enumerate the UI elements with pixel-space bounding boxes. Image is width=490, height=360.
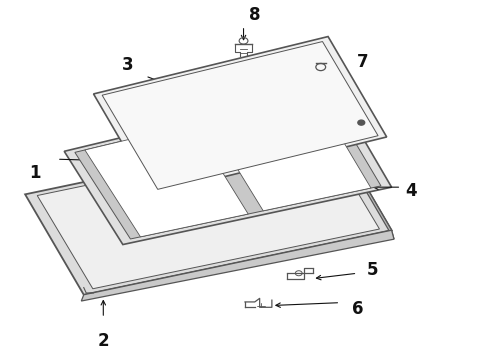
Text: 1: 1 (29, 164, 41, 182)
Polygon shape (75, 93, 381, 239)
Polygon shape (25, 130, 392, 295)
Text: 4: 4 (405, 182, 417, 200)
Polygon shape (333, 130, 394, 239)
Circle shape (358, 120, 365, 125)
Text: 5: 5 (367, 261, 378, 279)
Polygon shape (37, 136, 379, 289)
Text: 7: 7 (356, 53, 368, 71)
Polygon shape (102, 41, 378, 189)
Polygon shape (94, 37, 387, 194)
Circle shape (235, 207, 241, 211)
Text: 3: 3 (122, 56, 134, 74)
Polygon shape (81, 230, 394, 301)
Text: 2: 2 (98, 332, 109, 350)
Polygon shape (208, 95, 371, 211)
Text: 6: 6 (352, 300, 363, 318)
Text: 8: 8 (249, 6, 261, 24)
Polygon shape (85, 124, 248, 237)
Polygon shape (64, 87, 392, 244)
